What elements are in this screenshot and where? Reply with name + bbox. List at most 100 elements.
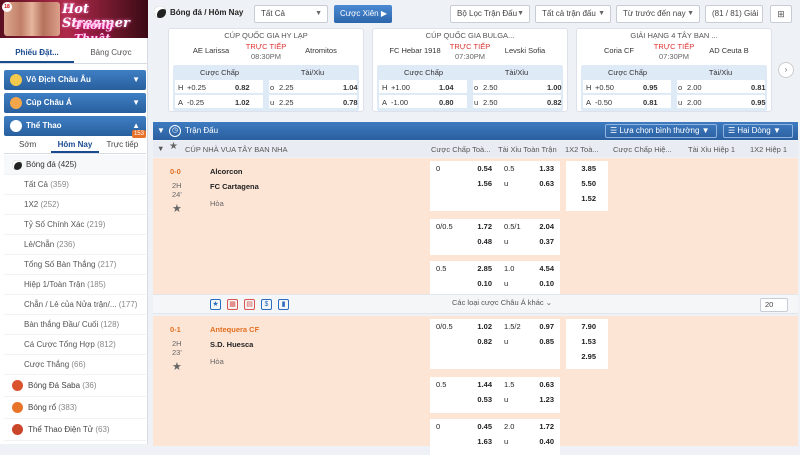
card-hdp-header: Cược Chấp [199, 68, 240, 77]
odds-value[interactable]: 2.04 [539, 222, 554, 231]
card-odds-cell[interactable] [473, 80, 561, 93]
item-count: (36) [82, 381, 97, 390]
odds-value[interactable]: 4.54 [539, 264, 554, 273]
more-asian-markets-link[interactable]: Các loại cược Châu Á khác ⌄ [452, 298, 552, 307]
odds-value[interactable]: 0.54 [477, 164, 492, 173]
card-odds-cell[interactable] [269, 80, 357, 93]
home-team: Antequera CF [210, 325, 260, 334]
odds-value[interactable]: 2.95 [581, 352, 596, 361]
featured-match-card[interactable]: CÚP QUỐC GIA BULGA... FC Hebar 1918 Levski… [372, 28, 568, 112]
sidebar-item-market[interactable]: Cá Cược Tổng Hợp (812) [4, 335, 146, 355]
collapse-icon[interactable]: ▼ [157, 144, 165, 153]
parlay-button[interactable]: Cược Xiên ▶ [334, 5, 392, 23]
all-matches-select[interactable]: Tất cả trận đấu ▼ [535, 5, 611, 23]
card-odds-cell[interactable] [175, 95, 263, 108]
card-odds-cell[interactable] [175, 80, 263, 93]
featured-match-card[interactable]: CÚP QUỐC GIA HY LẠP AE Larissa Atromitos TR… [168, 28, 364, 112]
card-odds-cell[interactable] [677, 95, 765, 108]
odds-value[interactable]: 7.90 [581, 322, 596, 331]
card-odds-cell[interactable] [473, 95, 561, 108]
stats-icon[interactable]: ▤ [244, 299, 255, 310]
odds-value[interactable]: 0.82 [477, 337, 492, 346]
odds-type-select[interactable]: ☰ Lựa chọn bình thường ▼ [605, 124, 717, 138]
card-odds-cell[interactable] [583, 95, 671, 108]
odds-value[interactable]: 1.63 [477, 437, 492, 446]
view-select[interactable]: ☰ Hai Dòng ▼ [723, 124, 793, 138]
sidebar-item-market[interactable]: Bàn thắng Đầu/ Cuối (128) [4, 315, 146, 335]
card-odds-value: A [382, 98, 388, 107]
odds-value[interactable]: 0.53 [477, 395, 492, 404]
sidebar-item-market[interactable]: Chẵn / Lẻ của Nửa trận/... (177) [4, 295, 146, 315]
chart-icon[interactable]: ▮ [278, 299, 289, 310]
sidebar-item-sport[interactable]: Bóng Đá Saba (36) [4, 375, 146, 397]
star-icon[interactable]: ★ [172, 203, 182, 215]
card-odds-value: 1.04 [343, 83, 358, 92]
odds-value[interactable]: 0.10 [539, 279, 554, 288]
star-icon[interactable]: ★ [169, 141, 178, 152]
sidebar-item-sport[interactable]: Bóng rổ (383) [4, 397, 146, 419]
odds-value[interactable]: 2.85 [477, 264, 492, 273]
sidebar-item-market[interactable]: Lẻ/Chẵn (236) [4, 235, 146, 255]
odds-value[interactable]: 3.85 [581, 164, 596, 173]
card-odds-cell[interactable] [583, 80, 671, 93]
odds-value[interactable]: 1.02 [477, 322, 492, 331]
tab-betslip[interactable]: Phiếu Đặt... [0, 42, 74, 63]
odds-value[interactable]: 1.44 [477, 380, 492, 389]
card-away-team: AD Ceuta B [709, 46, 749, 55]
sidebar-item-sport[interactable]: Thể Thao Điện Tử (63) [4, 419, 146, 441]
sidebar-item-market[interactable]: Hiệp 1/Toàn Trận (185) [4, 275, 146, 295]
card-odds-cell[interactable] [269, 95, 357, 108]
item-count: (236) [56, 240, 76, 249]
odds-value[interactable]: 1.23 [539, 395, 554, 404]
star-icon[interactable]: ★ [172, 361, 182, 373]
odds-value[interactable]: 0.63 [539, 380, 554, 389]
odds-value[interactable]: 5.50 [581, 179, 596, 188]
odds-value[interactable]: 0.45 [477, 422, 492, 431]
sidebar-item-market[interactable]: Tổng Số Bàn Thắng (217) [4, 255, 146, 275]
sidebar-item-market[interactable]: Cược Thắng (66) [4, 355, 146, 375]
tab-early[interactable]: Sớm [19, 140, 37, 149]
star-icon[interactable]: ★ [210, 299, 221, 310]
ou-line: 0.5/1 [504, 222, 521, 231]
tab-live[interactable]: Trực tiếp 153 [99, 130, 146, 153]
odds-value[interactable]: 1.72 [477, 222, 492, 231]
odds-value[interactable]: 0.97 [539, 322, 554, 331]
odds-value[interactable]: 0.37 [539, 237, 554, 246]
promo-banner[interactable]: 18 Hot Streamer Tướng Thuật [0, 0, 148, 38]
league-count-select[interactable]: (81 / 81) Giải [705, 5, 763, 23]
dollar-icon[interactable]: $ [261, 299, 272, 310]
odds-value[interactable]: 1.53 [581, 337, 596, 346]
match-filter-select[interactable]: Bộ Lọc Trận Đấu ▼ [450, 5, 530, 23]
sidebar-item-market[interactable]: Tỷ Số Chính Xác (219) [4, 215, 146, 235]
odds-value[interactable]: 1.72 [539, 422, 554, 431]
odds-value[interactable]: 0.85 [539, 337, 554, 346]
chevron-down-icon: ▼ [132, 75, 140, 84]
tab-bet-list[interactable]: Bảng Cược [90, 48, 132, 57]
page-size-select[interactable]: 20 [760, 298, 788, 312]
odds-value[interactable]: 0.48 [477, 237, 492, 246]
tab-today[interactable]: Hôm Nay [51, 136, 99, 153]
collapse-icon[interactable]: ▼ [157, 126, 165, 135]
odds-value[interactable]: 0.10 [477, 279, 492, 288]
section-euro-champ[interactable]: Vô Địch Châu Âu ▼ [4, 70, 146, 90]
odds-value[interactable]: 1.56 [477, 179, 492, 188]
market-filter-select[interactable]: Tất Cả ▼ [254, 5, 328, 23]
card-odds-cell[interactable] [379, 80, 467, 93]
sidebar-item-soccer[interactable]: Bóng đá (425) [4, 155, 146, 175]
card-odds-cell[interactable] [677, 80, 765, 93]
grid-view-icon[interactable]: ⊞ [770, 5, 792, 23]
odds-value[interactable]: 1.52 [581, 194, 596, 203]
odds-value[interactable]: 1.33 [539, 164, 554, 173]
card-ou-header: Tài/Xỉu [504, 68, 529, 77]
card-odds-cell[interactable] [379, 95, 467, 108]
featured-match-card[interactable]: GIẢI HẠNG 4 TÂY BAN ... Coria CF AD Ceuta … [576, 28, 772, 112]
odds-value[interactable]: 0.63 [539, 179, 554, 188]
sidebar-item-market[interactable]: Tất Cả (359) [4, 175, 146, 195]
section-asia-cup[interactable]: Cúp Châu Á ▼ [4, 93, 146, 113]
next-cards-arrow-icon[interactable]: › [778, 62, 794, 78]
odds-value[interactable]: 0.40 [539, 437, 554, 446]
sort-select[interactable]: Từ trước đến nay ▼ [616, 5, 700, 23]
sidebar-item-market[interactable]: 1X2 (252) [4, 195, 146, 215]
section-sports[interactable]: Thể Thao ▲ [4, 116, 146, 136]
grid-icon[interactable]: ▦ [227, 299, 238, 310]
